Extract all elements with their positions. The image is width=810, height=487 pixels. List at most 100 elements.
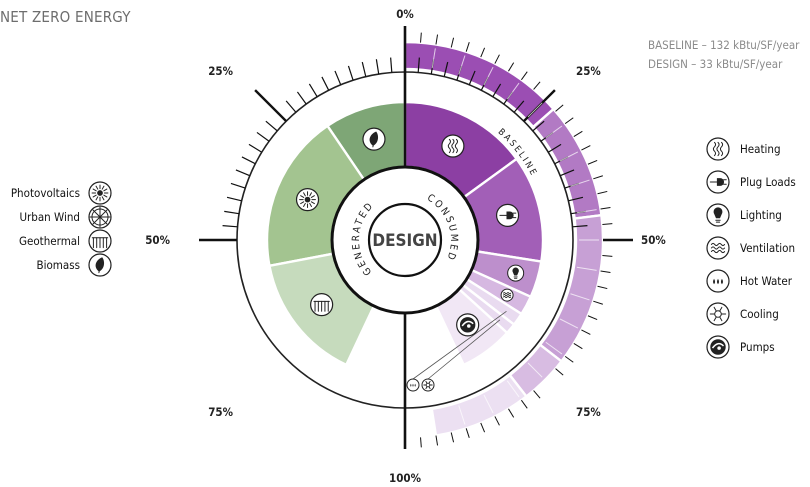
sun-icon [88, 181, 112, 205]
baseline-segment-lighting [538, 213, 605, 364]
baseline-tick [581, 145, 591, 151]
baseline-grid-tick [431, 411, 436, 432]
minor-tick [241, 156, 256, 165]
minor-tick [390, 57, 393, 73]
baseline-tick [420, 32, 422, 43]
baseline-tick [533, 81, 541, 90]
baseline-grid-tick [559, 318, 579, 329]
cooling-icon [421, 378, 435, 392]
minor-tick [492, 83, 502, 98]
minor-tick [265, 120, 278, 132]
baseline-grid-tick [506, 380, 520, 398]
ventilation-icon [706, 236, 730, 260]
baseline-tick [564, 355, 574, 363]
baseline-tick [573, 343, 583, 350]
legend: Photovoltaics Urban Wind Geothermal Biomass… [11, 137, 796, 359]
baseline-tick [600, 206, 611, 210]
minor-tick [559, 169, 575, 177]
legend-generated-urban-wind: Urban Wind [19, 210, 80, 224]
plug-icon [706, 170, 730, 194]
minor-tick [361, 61, 367, 77]
baseline-tick [597, 190, 608, 195]
minor-tick [375, 59, 380, 75]
baseline-tick [494, 416, 500, 426]
sun-icon [295, 188, 320, 212]
legend-consumed-hot-water: Hot Water [740, 274, 793, 288]
minor-tick [347, 65, 354, 81]
leader-line-cooling [427, 319, 501, 380]
center-core [367, 202, 443, 278]
minor-tick [222, 225, 238, 228]
minor-tick [230, 182, 246, 189]
baseline-grid-tick [483, 394, 494, 414]
minor-tick [547, 143, 562, 153]
minor-tick [468, 70, 476, 86]
baseline-grid-tick [576, 266, 597, 271]
minor-tick [513, 100, 525, 113]
minor-tick [443, 61, 449, 77]
percent-label: 25% [576, 64, 601, 78]
design-stat: DESIGN – 33 kBtu/SF/year [648, 57, 783, 71]
percent-label: 50% [641, 233, 666, 247]
baseline-tick [450, 37, 455, 48]
baseline-tick [597, 285, 608, 290]
pumps-icon [706, 335, 730, 359]
plug-icon [495, 203, 520, 227]
baseline-grid-tick [570, 179, 590, 187]
hot-water-icon [406, 378, 420, 392]
legend-consumed-plug-loads: Plug Loads [740, 175, 796, 189]
baseline-grid-tick [576, 209, 597, 214]
baseline-tick [593, 175, 603, 180]
minor-tick [226, 196, 242, 202]
baseline-tick [480, 47, 486, 58]
baseline-tick [581, 329, 591, 335]
minor-tick [334, 70, 342, 86]
chart-title: NET ZERO ENERGY [0, 8, 131, 26]
baseline-tick [450, 432, 455, 443]
minor-tick [568, 196, 584, 202]
percent-label: 75% [576, 405, 601, 419]
baseline-tick [480, 422, 486, 433]
percent-label: 100% [389, 471, 422, 485]
minor-tick [321, 76, 330, 91]
major-tick [254, 89, 288, 123]
energy-stats: BASELINE – 132 kBtu/SF/year DESIGN – 33 … [648, 36, 799, 74]
baseline-stat: BASELINE – 132 kBtu/SF/year [648, 38, 800, 52]
minor-tick [532, 120, 545, 132]
pumps-icon [456, 313, 480, 337]
baseline-tick [587, 159, 598, 165]
ventilation-icon [500, 288, 514, 302]
baseline-tick [508, 62, 515, 72]
percent-label: 25% [208, 64, 233, 78]
legend-generated-photovoltaics: Photovoltaics [11, 186, 80, 200]
heating-icon [706, 137, 730, 161]
legend-consumed-lighting: Lighting [740, 208, 782, 222]
minor-tick [296, 91, 307, 105]
minor-tick [308, 83, 318, 98]
percent-labels: 0% 25% 25% 50% 50% 75% 75% 100% [145, 7, 666, 485]
hot-water-icon [706, 269, 730, 293]
legend-consumed-cooling: Cooling [740, 307, 779, 321]
baseline-tick [587, 315, 598, 321]
leader-line-hot-water [412, 310, 507, 380]
percent-label: 50% [145, 233, 170, 247]
baseline-tick [573, 130, 583, 137]
baseline-tick [465, 428, 470, 438]
leaf-icon [88, 253, 112, 277]
baseline-segment-pumps [430, 373, 529, 437]
baseline-grid-tick [506, 82, 520, 100]
baseline-grid-tick [483, 66, 494, 86]
baseline-grid-tick [570, 293, 590, 301]
minor-tick [256, 131, 270, 142]
lighting-icon [507, 264, 525, 282]
baseline-grid-tick [458, 405, 466, 425]
wind-icon [88, 205, 112, 229]
baseline-tick [420, 437, 422, 448]
baseline-tick [600, 270, 611, 274]
legend-generated-geothermal: Geothermal [19, 234, 80, 248]
baseline-tick [465, 42, 470, 52]
baseline-tick [602, 255, 613, 257]
percent-label: 75% [208, 405, 233, 419]
baseline-tick [602, 223, 613, 225]
